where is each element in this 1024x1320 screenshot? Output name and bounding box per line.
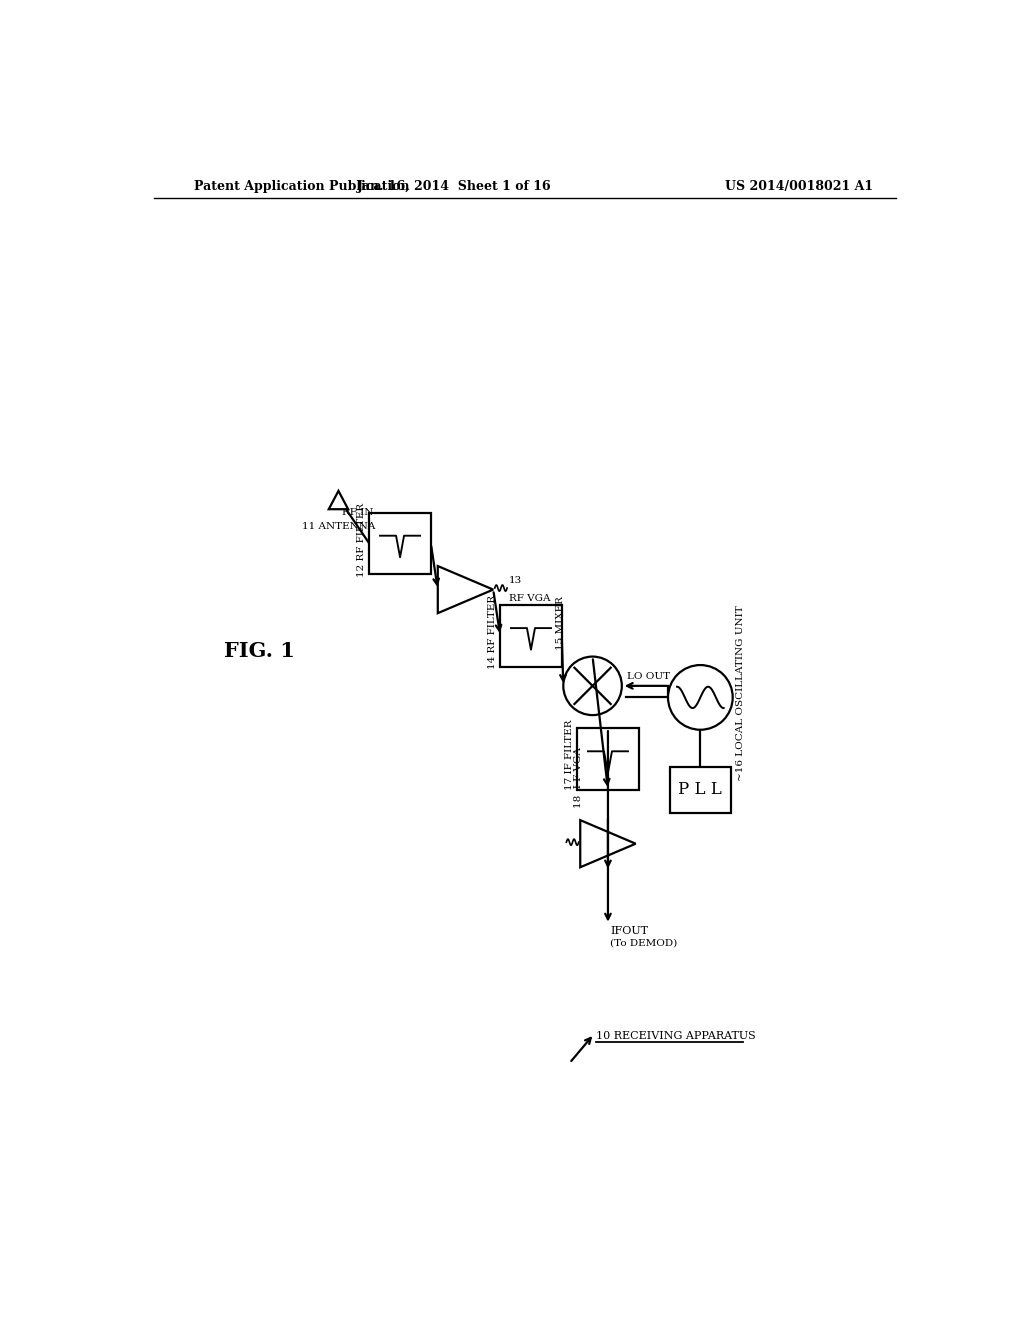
Polygon shape bbox=[581, 820, 636, 867]
Text: FIG. 1: FIG. 1 bbox=[224, 642, 295, 661]
Text: (To DEMOD): (To DEMOD) bbox=[610, 939, 678, 948]
Bar bbox=[500, 605, 562, 667]
Polygon shape bbox=[438, 566, 494, 614]
Bar bbox=[370, 512, 431, 574]
Text: Jan. 16, 2014  Sheet 1 of 16: Jan. 16, 2014 Sheet 1 of 16 bbox=[356, 181, 551, 194]
Text: RF VGA: RF VGA bbox=[509, 594, 550, 603]
Text: 17 IF FILTER: 17 IF FILTER bbox=[565, 719, 574, 791]
Text: 14 RF FILTER: 14 RF FILTER bbox=[488, 595, 497, 669]
Polygon shape bbox=[329, 491, 348, 510]
Bar bbox=[578, 729, 639, 789]
Text: US 2014/0018021 A1: US 2014/0018021 A1 bbox=[725, 181, 873, 194]
Text: LO OUT: LO OUT bbox=[628, 672, 671, 681]
Text: 12 RF FILTER: 12 RF FILTER bbox=[357, 503, 367, 577]
Text: 10 RECEIVING APPARATUS: 10 RECEIVING APPARATUS bbox=[596, 1031, 756, 1041]
Text: Patent Application Publication: Patent Application Publication bbox=[194, 181, 410, 194]
Text: P L L: P L L bbox=[679, 781, 722, 799]
Circle shape bbox=[563, 656, 622, 715]
Text: 11 ANTENNA: 11 ANTENNA bbox=[302, 523, 375, 531]
Text: RF IN: RF IN bbox=[342, 508, 373, 517]
Text: 13: 13 bbox=[509, 576, 522, 585]
Text: IFOUT: IFOUT bbox=[610, 927, 648, 936]
Text: 18  I F VGA: 18 I F VGA bbox=[574, 747, 583, 808]
Bar bbox=[670, 767, 731, 813]
Text: 15 MIXER: 15 MIXER bbox=[556, 597, 564, 651]
Circle shape bbox=[668, 665, 733, 730]
Text: ~16 LOCAL OSCILLATING UNIT: ~16 LOCAL OSCILLATING UNIT bbox=[736, 606, 744, 781]
